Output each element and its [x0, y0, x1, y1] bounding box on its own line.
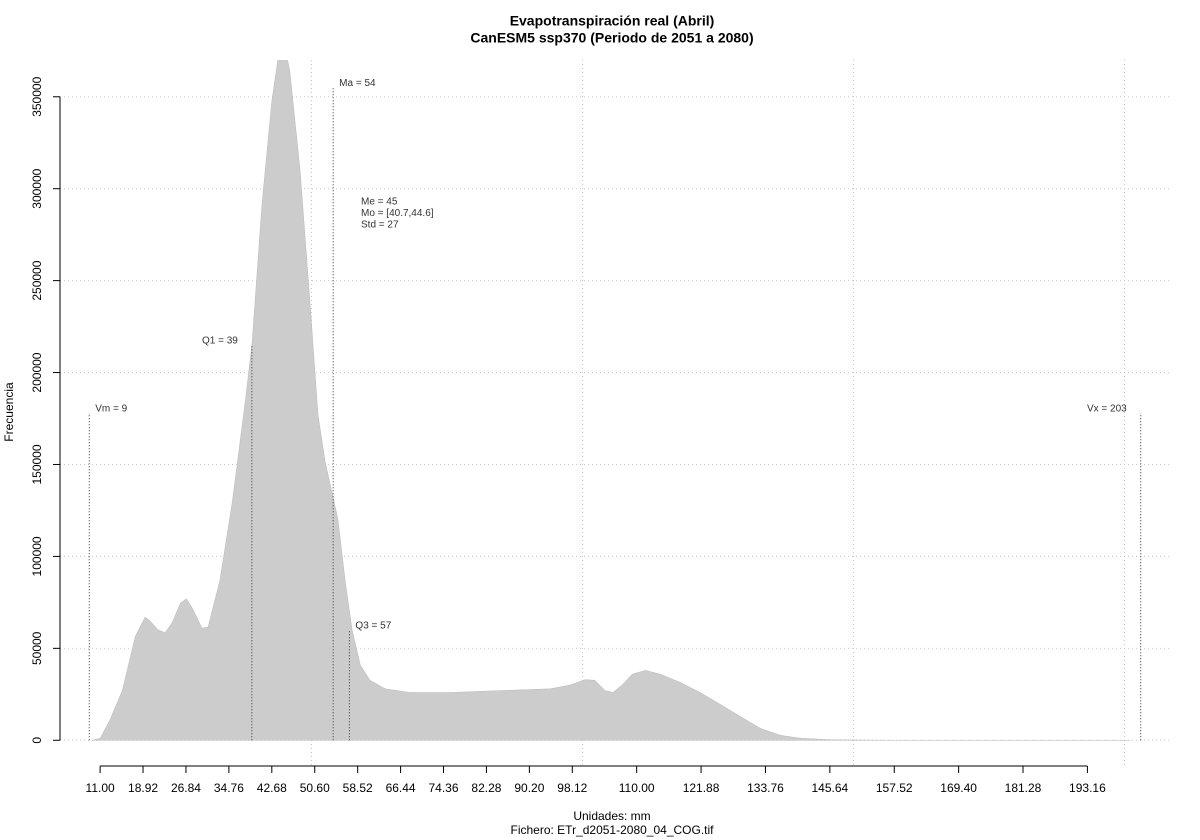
annotation-label: Q1 = 39 [202, 336, 238, 347]
chart-title: Evapotranspiración real (Abril) [510, 13, 715, 29]
x-tick-label: 18.92 [128, 781, 158, 795]
stat-label: Std = 27 [361, 220, 399, 231]
x-tick-label: 121.88 [683, 781, 720, 795]
x-tick-label: 110.00 [619, 781, 655, 795]
x-axis-title: Unidades: mm [573, 809, 650, 823]
x-tick-label: 74.36 [428, 781, 458, 795]
y-tick-label: 50000 [30, 631, 44, 665]
y-tick-label: 350000 [30, 76, 44, 116]
stat-label: Mo = [40.7,44.6] [361, 208, 434, 219]
y-tick-label: 200000 [30, 352, 44, 392]
caption: Fichero: ETr_d2051-2080_04_COG.tif [511, 823, 715, 837]
x-tick-label: 181.28 [1005, 781, 1042, 795]
plot-area [91, 60, 1131, 741]
x-tick-label: 42.68 [257, 781, 287, 795]
y-tick-label: 0 [30, 737, 44, 744]
density-area [91, 60, 1131, 741]
x-tick-label: 58.52 [343, 781, 373, 795]
x-tick-label: 26.84 [171, 781, 201, 795]
x-tick-label: 145.64 [811, 781, 848, 795]
x-tick-label: 98.12 [557, 781, 587, 795]
stat-label: Me = 45 [361, 197, 398, 208]
x-tick-label: 11.00 [86, 781, 115, 795]
y-tick-label: 300000 [30, 168, 44, 208]
x-tick-label: 133.76 [747, 781, 784, 795]
annotation-label: Vm = 9 [95, 404, 127, 415]
x-tick-label: 90.20 [514, 781, 544, 795]
y-axis-title: Frecuencia [2, 382, 16, 442]
annotation-label: Q3 = 57 [355, 621, 391, 632]
x-tick-label: 169.40 [940, 781, 977, 795]
x-tick-label: 66.44 [386, 781, 416, 795]
x-tick-label: 157.52 [876, 781, 913, 795]
annotation-label: Vx = 203 [1087, 404, 1127, 415]
x-tick-label: 82.28 [471, 781, 501, 795]
annotation-label: Ma = 54 [339, 78, 376, 89]
x-tick-label: 193.16 [1069, 781, 1106, 795]
x-tick-label: 34.76 [214, 781, 244, 795]
y-tick-label: 250000 [30, 260, 44, 300]
chart-subtitle: CanESM5 ssp370 (Periodo de 2051 a 2080) [470, 30, 753, 46]
y-tick-label: 150000 [30, 444, 44, 484]
x-tick-label: 50.60 [300, 781, 330, 795]
y-tick-label: 100000 [30, 536, 44, 576]
